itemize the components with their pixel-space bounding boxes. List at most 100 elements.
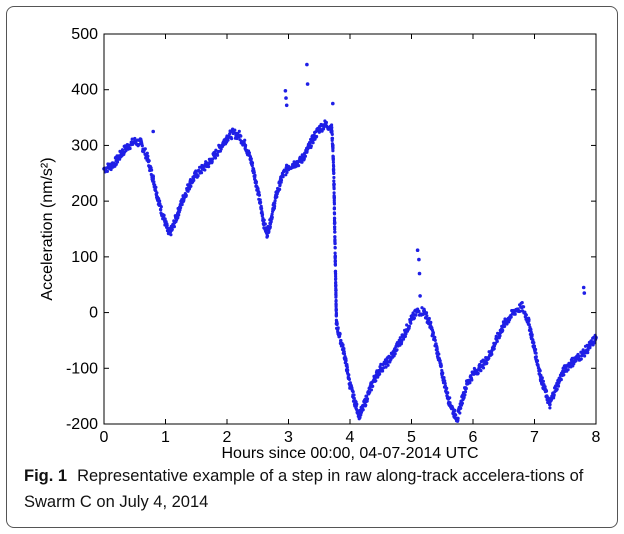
- data-point: [439, 363, 443, 368]
- data-point: [207, 165, 211, 169]
- data-point: [155, 191, 159, 195]
- data-point: [520, 301, 524, 305]
- data-point: [194, 172, 199, 177]
- data-point: [176, 211, 180, 216]
- data-point: [278, 183, 282, 187]
- data-point: [372, 376, 377, 381]
- data-point: [366, 391, 371, 396]
- y-tick-label: 500: [71, 26, 98, 43]
- data-point: [409, 317, 414, 322]
- scatter-chart: 0 1 2 3 4 5 6 7 8 -200 -100 0 100 200 300 400 500 Accele…: [39, 26, 601, 460]
- data-point: [434, 344, 438, 348]
- data-point: [557, 378, 561, 383]
- data-point: [369, 388, 373, 392]
- data-point: [334, 308, 338, 312]
- data-point: [339, 338, 343, 343]
- data-point: [130, 137, 134, 141]
- data-point: [465, 382, 469, 386]
- data-point: [440, 372, 445, 376]
- figure-caption: Fig. 1 Representative example of a step i…: [24, 463, 604, 515]
- data-point: [305, 149, 309, 153]
- data-point: [311, 136, 315, 141]
- data-point: [524, 313, 528, 317]
- data-point: [105, 169, 109, 173]
- data-point: [538, 374, 543, 379]
- data-point: [442, 376, 446, 380]
- data-point: [532, 341, 536, 345]
- y-tick-label: -100: [66, 360, 98, 377]
- data-point: [443, 381, 447, 386]
- data-point: [331, 158, 335, 162]
- outlier-point: [305, 82, 310, 86]
- data-point: [317, 126, 322, 131]
- data-point: [331, 149, 335, 153]
- outlier-point: [283, 89, 288, 93]
- data-point: [237, 129, 241, 133]
- data-point: [333, 230, 337, 234]
- data-point: [513, 312, 517, 316]
- data-point: [529, 327, 533, 332]
- data-point: [545, 394, 549, 398]
- data-point: [348, 383, 352, 387]
- data-point: [176, 216, 180, 220]
- axis-ticks: 0 1 2 3 4 5 6 7 8 -200 -100 0 100 200 300 400 500: [66, 26, 601, 446]
- data-point: [254, 180, 258, 184]
- data-point: [108, 164, 112, 169]
- data-point: [391, 352, 395, 357]
- data-point: [334, 298, 338, 303]
- data-point: [268, 225, 272, 229]
- data-point: [284, 173, 288, 177]
- data-point: [445, 386, 449, 390]
- data-point: [354, 404, 358, 409]
- data-point: [198, 165, 202, 169]
- data-point: [333, 227, 337, 231]
- data-point: [331, 146, 335, 150]
- data-point: [331, 143, 335, 148]
- data-point: [462, 395, 466, 399]
- data-point: [323, 122, 328, 127]
- data-point: [249, 160, 254, 164]
- data-point: [476, 371, 480, 375]
- data-point: [555, 387, 559, 391]
- data-point: [334, 274, 338, 278]
- data-point: [503, 317, 507, 321]
- data-point: [330, 132, 334, 136]
- data-point: [199, 171, 204, 175]
- data-point: [333, 225, 337, 229]
- data-point: [286, 164, 291, 169]
- data-point: [453, 408, 457, 412]
- data-point: [163, 217, 167, 221]
- data-point: [458, 411, 462, 415]
- data-point: [586, 351, 590, 355]
- data-point: [365, 394, 369, 398]
- data-point: [247, 151, 251, 155]
- data-point: [143, 147, 147, 151]
- data-point: [309, 144, 313, 148]
- data-point: [342, 347, 346, 351]
- data-point: [259, 200, 263, 204]
- data-point: [464, 386, 468, 391]
- data-point: [495, 335, 500, 340]
- data-point: [386, 363, 390, 367]
- data-point: [270, 212, 274, 216]
- x-tick-label: 3: [284, 429, 293, 446]
- data-point: [532, 347, 537, 351]
- data-point: [334, 276, 338, 280]
- data-point: [192, 178, 196, 182]
- data-point: [243, 143, 248, 148]
- data-point: [330, 129, 334, 133]
- data-point: [128, 146, 132, 151]
- data-point: [527, 323, 531, 327]
- data-point: [333, 255, 338, 259]
- y-tick-label: 300: [71, 137, 98, 154]
- data-point: [385, 360, 389, 365]
- data-point: [262, 218, 266, 222]
- x-tick-label: 4: [346, 429, 355, 446]
- data-point: [400, 340, 404, 344]
- data-point: [274, 193, 279, 198]
- data-point: [334, 288, 338, 293]
- data-point: [333, 246, 337, 250]
- data-point: [446, 397, 451, 401]
- data-point: [333, 270, 338, 274]
- data-point: [265, 231, 269, 236]
